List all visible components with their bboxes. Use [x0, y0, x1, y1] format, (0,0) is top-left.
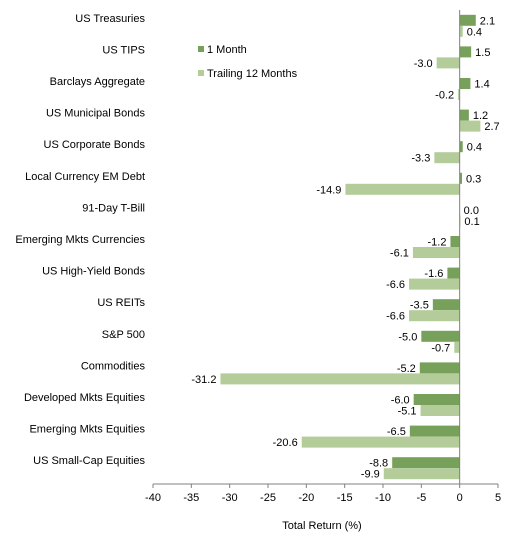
value-label-trailing-12-months-barclays-aggregate: -0.2: [435, 90, 454, 102]
x-tick-label-20: -20: [298, 492, 314, 504]
legend: 1 Month Trailing 12 Months: [198, 44, 298, 80]
category-label-emerging-mkts-equities: Emerging Mkts Equities: [29, 424, 145, 436]
category-label-developed-mkts-equities: Developed Mkts Equities: [24, 392, 146, 404]
bar-trailing-12-months-developed-mkts-equities: [420, 405, 460, 416]
bar-trailing-12-months-us-high-yield-bonds: [409, 278, 460, 290]
value-label-1-month-emerging-mkts-equities: -6.5: [387, 426, 406, 438]
value-label-1-month-local-currency-em-debt: 0.3: [466, 173, 481, 185]
x-tick-label-5: 5: [495, 492, 501, 504]
bar-1-month-us-high-yield-bonds: [447, 267, 460, 279]
x-tick-label-40: -40: [145, 492, 161, 504]
category-label-us-municipal-bonds: US Municipal Bonds: [46, 108, 146, 120]
x-tick-label-15: -15: [337, 492, 353, 504]
bar-trailing-12-months-us-reits: [409, 310, 460, 322]
value-label-trailing-12-months-local-currency-em-debt: -14.9: [316, 184, 341, 196]
bar-1-month-local-currency-em-debt: [459, 172, 462, 184]
value-label-1-month-emerging-mkts-currencies: -1.2: [427, 237, 446, 249]
x-tick-label-35: -35: [183, 492, 199, 504]
value-label-1-month-us-reits: -3.5: [410, 300, 429, 312]
category-label-us-high-yield-bonds: US High-Yield Bonds: [42, 266, 145, 278]
bar-1-month-us-treasuries: [459, 14, 476, 26]
value-label-1-month-us-municipal-bonds: 1.2: [473, 110, 488, 122]
bar-trailing-12-months-us-tips: [436, 57, 460, 69]
category-label-commodities: Commodities: [81, 360, 146, 372]
bar-trailing-12-months-local-currency-em-debt: [345, 183, 460, 195]
labels-layer: US Treasuries 2.10.4US TIPS 1.5-3.0Barclay…: [15, 13, 499, 481]
axis-layer: -40 -35 -30 -25 -20 -15 -10 -5 0 5: [145, 10, 501, 504]
bar-1-month-emerging-mkts-currencies: [450, 236, 460, 247]
value-label-trailing-12-months-emerging-mkts-currencies: -6.1: [390, 248, 409, 260]
legend-label-1-month: 1 Month: [207, 44, 247, 56]
bar-trailing-12-months-us-small-cap-equities: [383, 468, 460, 480]
bar-trailing-12-months-us-corporate-bonds: [434, 152, 460, 164]
bar-1-month-us-corporate-bonds: [459, 141, 463, 153]
value-label-trailing-12-months-us-treasuries: 0.4: [467, 26, 482, 38]
value-label-trailing-12-months-developed-mkts-equities: -5.1: [398, 406, 417, 418]
bar-1-month-emerging-mkts-equities: [409, 425, 460, 437]
x-tick-label-0: 0: [457, 492, 463, 504]
value-label-trailing-12-months-91-day-t-bill: 0.1: [464, 216, 479, 228]
bar-1-month-us-small-cap-equities: [392, 457, 460, 469]
category-label-emerging-mkts-currencies: Emerging Mkts Currencies: [15, 234, 145, 246]
bar-1-month-us-municipal-bonds: [459, 109, 469, 121]
category-label-s-p-500: S&P 500: [102, 329, 145, 341]
bar-trailing-12-months-us-treasuries: [459, 25, 463, 37]
x-tick-label-25: -25: [260, 492, 276, 504]
category-label-us-corporate-bonds: US Corporate Bonds: [44, 139, 146, 151]
bar-trailing-12-months-emerging-mkts-equities: [301, 436, 460, 448]
x-tick-label-10: -10: [375, 492, 391, 504]
bar-1-month-us-reits: [432, 299, 460, 311]
x-tick-label-30: -30: [222, 492, 238, 504]
value-label-1-month-us-small-cap-equities: -8.8: [369, 458, 388, 470]
bar-trailing-12-months-us-municipal-bonds: [459, 120, 481, 132]
value-label-1-month-us-tips: 1.5: [475, 47, 490, 59]
value-label-1-month-barclays-aggregate: 1.4: [474, 79, 489, 91]
legend-swatch-trailing-12-months: [198, 70, 204, 76]
category-label-us-reits: US REITs: [97, 297, 145, 309]
legend-swatch-1-month: [198, 46, 204, 52]
category-label-us-small-cap-equities: US Small-Cap Equities: [33, 455, 145, 467]
bar-1-month-commodities: [419, 362, 460, 374]
bars-layer: [220, 14, 481, 480]
value-label-1-month-developed-mkts-equities: -6.0: [391, 395, 410, 407]
bar-trailing-12-months-barclays-aggregate: [458, 89, 460, 100]
bar-1-month-barclays-aggregate: [459, 78, 471, 89]
category-label-us-tips: US TIPS: [102, 44, 145, 56]
value-label-1-month-s-p-500: -5.0: [398, 331, 417, 343]
value-label-trailing-12-months-us-reits: -6.6: [386, 311, 405, 323]
category-label-us-treasuries: US Treasuries: [75, 13, 145, 25]
category-label-local-currency-em-debt: Local Currency EM Debt: [25, 171, 145, 183]
value-label-1-month-commodities: -5.2: [397, 363, 416, 375]
value-label-trailing-12-months-us-tips: -3.0: [414, 58, 433, 70]
x-axis-title: Total Return (%): [282, 520, 361, 532]
x-tick-label-5: -5: [416, 492, 426, 504]
bar-trailing-12-months-emerging-mkts-currencies: [412, 247, 460, 258]
bar-trailing-12-months-s-p-500: [454, 341, 460, 353]
bar-1-month-s-p-500: [421, 330, 460, 342]
bar-1-month-developed-mkts-equities: [413, 394, 460, 405]
value-label-1-month-91-day-t-bill: 0.0: [464, 205, 479, 217]
value-label-1-month-us-corporate-bonds: 0.4: [467, 142, 482, 154]
legend-label-trailing-12-months: Trailing 12 Months: [207, 68, 298, 80]
bar-trailing-12-months-commodities: [220, 373, 460, 385]
value-label-trailing-12-months-us-corporate-bonds: -3.3: [411, 153, 430, 165]
value-label-trailing-12-months-us-high-yield-bonds: -6.6: [386, 279, 405, 291]
category-label-91-day-t-bill: 91-Day T-Bill: [82, 202, 145, 214]
category-label-barclays-aggregate: Barclays Aggregate: [50, 76, 145, 88]
value-label-trailing-12-months-us-municipal-bonds: 2.7: [484, 121, 499, 133]
value-label-trailing-12-months-commodities: -31.2: [191, 374, 216, 386]
value-label-1-month-us-treasuries: 2.1: [480, 15, 495, 27]
value-label-trailing-12-months-us-small-cap-equities: -9.9: [361, 469, 380, 481]
value-label-trailing-12-months-s-p-500: -0.7: [431, 342, 450, 354]
bar-1-month-us-tips: [459, 46, 472, 58]
value-label-trailing-12-months-emerging-mkts-equities: -20.6: [273, 437, 298, 449]
value-label-1-month-us-high-yield-bonds: -1.6: [424, 268, 443, 280]
